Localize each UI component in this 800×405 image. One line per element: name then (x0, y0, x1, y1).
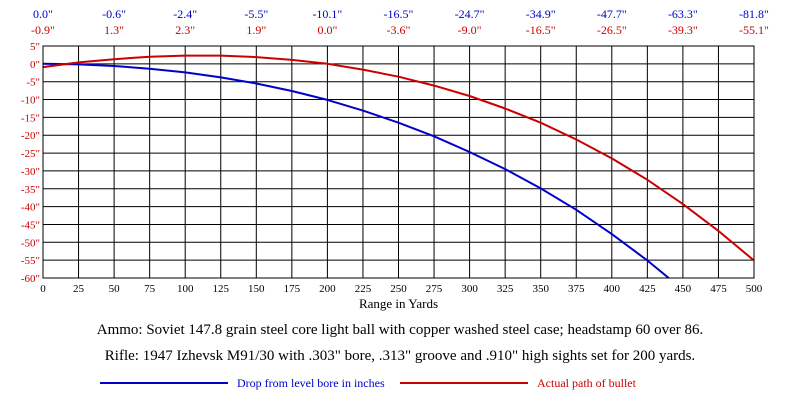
x-tick-label: 100 (177, 283, 194, 295)
x-axis: 0 25 50 75 100 125 150 175 200 225 250 275 300 325 350… (40, 283, 763, 295)
top-path-label: -0.9" (31, 23, 55, 37)
top-drop-label: -0.6" (102, 7, 126, 21)
top-path-label: -55.1" (739, 23, 769, 37)
ammo-caption: Ammo: Soviet 147.8 grain steel core ligh… (97, 322, 704, 338)
top-drop-label: -47.7" (597, 7, 627, 21)
y-tick-label: -15" (21, 112, 40, 124)
y-tick-label: -40" (21, 202, 40, 214)
top-path-label: -26.5" (597, 23, 627, 37)
top-labels: 0.0" -0.9" -0.6" 1.3" -2.4" 2.3" -5.5" 1.9" -10.… (31, 7, 769, 37)
y-tick-label: 0" (30, 59, 40, 71)
x-tick-label: 450 (675, 283, 692, 295)
x-tick-label: 225 (355, 283, 372, 295)
x-tick-label: 125 (213, 283, 230, 295)
grid (43, 46, 754, 278)
top-path-label: 0.0" (317, 23, 337, 37)
x-tick-label: 150 (248, 283, 265, 295)
series (42, 54, 755, 279)
rifle-caption: Rifle: 1947 Izhevsk M91/30 with .303" bo… (105, 348, 695, 364)
y-tick-label: -60" (21, 273, 40, 285)
top-path-label: 2.3" (175, 23, 195, 37)
x-tick-label: 375 (568, 283, 585, 295)
x-tick-label: 275 (426, 283, 443, 295)
x-tick-label: 50 (109, 283, 121, 295)
y-tick-label: 5" (30, 41, 40, 53)
y-axis: 5" 0" -5" -10" -15" -20" -25" -30" -35" -40" -45" -… (21, 41, 40, 285)
top-path-label: -39.3" (668, 23, 698, 37)
series-line-path (42, 54, 755, 262)
y-tick-label: -10" (21, 95, 40, 107)
x-tick-label: 300 (461, 283, 478, 295)
top-drop-label: -81.8" (739, 7, 769, 21)
y-tick-label: -50" (21, 237, 40, 249)
x-tick-label: 200 (319, 283, 336, 295)
x-tick-label: 0 (40, 283, 46, 295)
y-tick-label: -5" (26, 77, 40, 89)
top-path-label: 1.9" (246, 23, 266, 37)
top-drop-label: -34.9" (526, 7, 556, 21)
top-path-label: -16.5" (526, 23, 556, 37)
top-path-label: 1.3" (104, 23, 124, 37)
x-tick-label: 425 (639, 283, 656, 295)
plot-frame (42, 45, 755, 279)
x-tick-label: 475 (710, 283, 727, 295)
x-tick-label: 75 (144, 283, 156, 295)
top-path-label: -3.6" (387, 23, 411, 37)
top-drop-label: -24.7" (455, 7, 485, 21)
x-tick-label: 25 (73, 283, 85, 295)
y-tick-label: -55" (21, 255, 40, 267)
top-path-label: -9.0" (458, 23, 482, 37)
top-drop-label: -2.4" (173, 7, 197, 21)
y-tick-label: -35" (21, 184, 40, 196)
top-drop-label: -5.5" (244, 7, 268, 21)
legend-label-path: Actual path of bullet (537, 376, 637, 390)
x-tick-label: 350 (532, 283, 549, 295)
y-tick-label: -30" (21, 166, 40, 178)
x-tick-label: 250 (390, 283, 407, 295)
x-axis-label: Range in Yards (359, 296, 438, 311)
y-tick-label: -20" (21, 130, 40, 142)
top-drop-label: -63.3" (668, 7, 698, 21)
legend-label-drop: Drop from level bore in inches (237, 376, 385, 390)
x-tick-label: 175 (284, 283, 301, 295)
x-tick-label: 325 (497, 283, 514, 295)
top-drop-label: -16.5" (384, 7, 414, 21)
x-tick-label: 400 (604, 283, 621, 295)
y-tick-label: -25" (21, 148, 40, 160)
y-tick-label: -45" (21, 219, 40, 231)
x-tick-label: 500 (746, 283, 763, 295)
top-drop-label: 0.0" (33, 7, 53, 21)
top-drop-label: -10.1" (312, 7, 342, 21)
series-line-drop (42, 62, 670, 279)
legend: Drop from level bore in inches Actual pa… (100, 376, 637, 390)
